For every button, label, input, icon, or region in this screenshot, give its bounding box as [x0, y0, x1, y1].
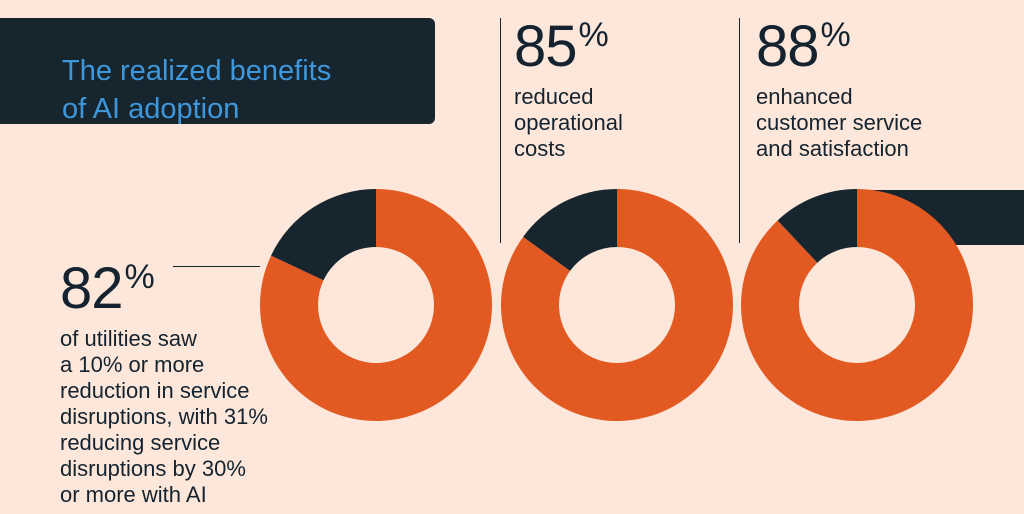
donut-chart-3: [741, 189, 973, 421]
stat-unit: %: [124, 258, 155, 296]
stat-value: 82%: [60, 260, 320, 318]
donut-slice-highlight: [501, 188, 734, 421]
infographic-title: The realized benefits of AI adoption: [62, 52, 422, 128]
stat-value: 85%: [514, 18, 729, 76]
stat-number: 85: [514, 14, 578, 79]
donut-slice-highlight: [741, 189, 973, 421]
stat-description: enhanced customer service and satisfacti…: [756, 84, 923, 161]
connector-line: [173, 266, 260, 267]
donut-chart-1: [260, 189, 493, 421]
stat-number: 82: [60, 256, 124, 321]
stat-description: of utilities saw a 10% or more reduction…: [60, 326, 268, 507]
stat-unit: %: [578, 16, 609, 54]
stat-85: 85% reduced operational costs: [514, 18, 729, 162]
donut-chart-2: [501, 188, 734, 421]
stat-82: 82% of utilities saw a 10% or more reduc…: [60, 260, 320, 508]
donut-slice-remainder: [777, 189, 857, 263]
stat-value: 88%: [756, 18, 1016, 76]
divider-line-2: [739, 18, 740, 243]
donut-slice-highlight: [260, 189, 493, 421]
title-banner: The realized benefits of AI adoption: [0, 18, 435, 125]
title-line: of AI adoption: [62, 93, 240, 125]
stat-unit: %: [820, 16, 851, 54]
stat-description: reduced operational costs: [514, 84, 623, 161]
divider-line-1: [500, 18, 501, 243]
donut-slice-remainder: [523, 189, 617, 271]
stat-number: 88: [756, 14, 820, 79]
title-line: The realized benefits: [62, 55, 332, 87]
stat-88: 88% enhanced customer service and satisf…: [756, 18, 1016, 162]
donut-slice-remainder: [271, 189, 376, 281]
